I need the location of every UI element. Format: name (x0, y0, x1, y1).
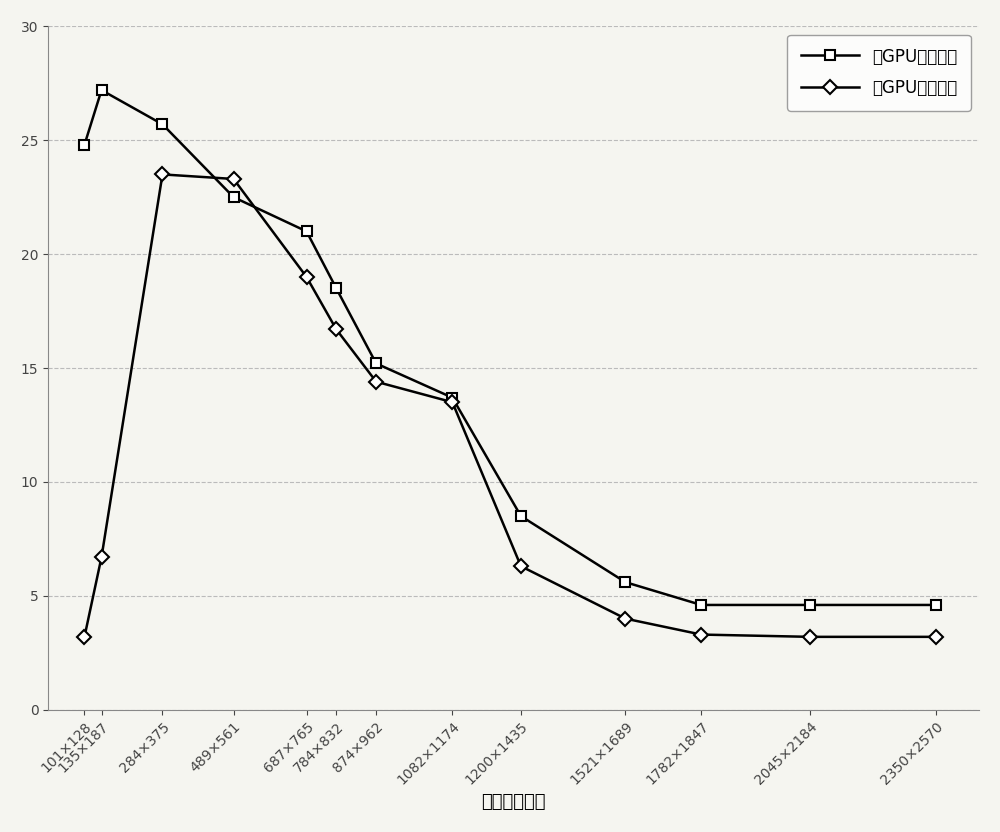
多GPU总加速比 (301, 272, 313, 282)
单GPU总加速比 (446, 393, 458, 403)
多GPU总加速比 (78, 631, 90, 641)
多GPU总加速比 (446, 397, 458, 407)
多GPU总加速比 (370, 377, 382, 387)
单GPU总加速比 (301, 226, 313, 236)
多GPU总加速比 (695, 630, 707, 640)
单GPU总加速比 (78, 140, 90, 150)
单GPU总加速比 (370, 359, 382, 369)
单GPU总加速比 (619, 577, 631, 587)
多GPU总加速比 (515, 562, 527, 572)
单GPU总加速比 (804, 600, 816, 610)
单GPU总加速比 (330, 284, 342, 294)
单GPU总加速比 (96, 85, 108, 95)
多GPU总加速比 (96, 552, 108, 562)
Line: 单GPU总加速比: 单GPU总加速比 (80, 85, 940, 610)
单GPU总加速比 (228, 192, 240, 202)
Line: 多GPU总加速比: 多GPU总加速比 (80, 170, 940, 641)
多GPU总加速比 (930, 631, 942, 641)
多GPU总加速比 (804, 631, 816, 641)
多GPU总加速比 (156, 170, 168, 180)
Legend: 单GPU总加速比, 多GPU总加速比: 单GPU总加速比, 多GPU总加速比 (787, 35, 971, 111)
单GPU总加速比 (515, 511, 527, 521)
多GPU总加速比 (619, 614, 631, 624)
单GPU总加速比 (695, 600, 707, 610)
多GPU总加速比 (228, 174, 240, 184)
单GPU总加速比 (930, 600, 942, 610)
多GPU总加速比 (330, 324, 342, 334)
单GPU总加速比 (156, 119, 168, 129)
X-axis label: 影像像幅大小: 影像像幅大小 (481, 793, 546, 811)
